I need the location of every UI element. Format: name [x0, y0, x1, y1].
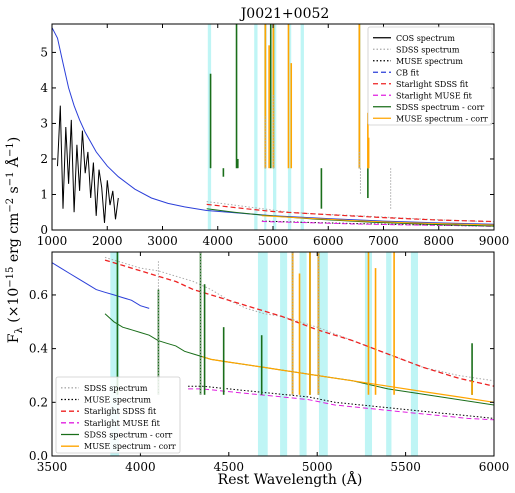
top-x-tick-label-5: 6000	[313, 234, 344, 248]
top-y-tick-label-0: 0	[40, 223, 48, 237]
bottom-y-tick-label-3: 0.6	[29, 288, 48, 302]
x-axis-title: Rest Wavelength (Å)	[218, 470, 363, 488]
chart-title: J0021+0052	[239, 6, 330, 22]
y-axis-title-exp3: −1	[5, 172, 16, 187]
bottom-highlight-band-3	[299, 252, 307, 456]
y-axis-title-exp2: −2	[5, 198, 16, 213]
top-legend-label-7: MUSE spectrum - corr	[396, 114, 488, 123]
top-panel: 1000 2000 3000 4000 5000 6000 7000 8000 9000 0 1 2 3…	[37, 23, 510, 248]
bottom-legend-box	[55, 376, 181, 454]
top-y-tick-label-4: 4	[40, 81, 48, 95]
bottom-legend-label-0: SDSS spectrum	[84, 384, 148, 393]
top-highlight-band-4	[287, 24, 292, 230]
bottom-legend-label-4: SDSS spectrum - corr	[84, 431, 172, 440]
top-series-muse_corr	[261, 215, 494, 226]
top-legend-label-6: SDSS spectrum - corr	[396, 103, 484, 112]
top-y-tick-label-3: 3	[40, 116, 48, 130]
top-series-starlight_sdss	[206, 203, 494, 223]
top-x-tick-label-2: 3000	[147, 234, 178, 248]
bottom-highlight-band-7	[410, 252, 418, 456]
bottom-highlight-band-0	[110, 252, 120, 456]
bottom-x-tick-label-1: 4000	[125, 460, 156, 474]
top-y-tick-label-1: 1	[40, 187, 48, 201]
bottom-x-tick-label-2: 4500	[214, 460, 245, 474]
bottom-legend: SDSS spectrum MUSE spectrum Starlight SDSS…	[55, 376, 181, 454]
bottom-x-tick-label-3: 5000	[302, 460, 333, 474]
y-axis-title: Fλ (×10−15 erg cm−2 s−1 Å−1)	[4, 137, 25, 344]
y-axis-title-erg: erg cm	[6, 213, 22, 267]
top-highlight-band-0	[207, 24, 212, 230]
top-legend-label-4: Starlight SDSS fit	[396, 80, 469, 89]
top-legend-box	[367, 26, 493, 126]
top-x-tick-label-8: 9000	[479, 234, 510, 248]
top-x-tick-label-1: 2000	[92, 234, 123, 248]
bottom-y-tick-label-2: 0.4	[29, 342, 48, 356]
bottom-highlight-band-2	[280, 252, 288, 456]
y-axis-title-scale: (×10	[6, 288, 22, 327]
bottom-axes-frame	[51, 251, 495, 457]
bottom-legend-label-1: MUSE spectrum	[84, 396, 151, 405]
top-series-cos	[57, 105, 119, 223]
top-legend-label-2: MUSE spectrum	[396, 57, 463, 66]
bottom-x-tick-label-5: 6000	[479, 460, 510, 474]
top-plot-area	[52, 24, 494, 230]
top-highlight-band-3	[273, 24, 277, 230]
bottom-series-muse_corr	[202, 356, 494, 403]
top-legend: COS spectrum SDSS spectrum MUSE spectrum CB…	[367, 26, 493, 126]
bottom-legend-label-2: Starlight SDSS fit	[84, 407, 157, 416]
y-axis-title-f: F	[6, 333, 22, 343]
top-series-cb	[52, 27, 494, 225]
top-x-tick-label-0: 1000	[37, 234, 68, 248]
bottom-legend-label-3: Starlight MUSE fit	[84, 419, 161, 428]
top-legend-label-0: COS spectrum	[396, 34, 455, 43]
top-x-tick-label-3: 4000	[202, 234, 233, 248]
top-highlight-band-1	[254, 24, 258, 230]
top-highlight-band-5	[300, 24, 304, 230]
top-x-tick-label-4: 5000	[258, 234, 289, 248]
top-legend-label-3: CB fit	[396, 68, 420, 77]
bottom-series-starlight_sdss	[104, 259, 494, 387]
bottom-legend-label-5: MUSE spectrum - corr	[84, 442, 176, 451]
bottom-series-cb	[52, 262, 150, 309]
y-axis-title-close: )	[6, 137, 22, 142]
top-x-tick-label-6: 7000	[368, 234, 399, 248]
bottom-series-starlight_muse	[188, 388, 494, 421]
y-axis-title-angstrom: Å	[4, 156, 22, 171]
bottom-x-tick-label-4: 5500	[390, 460, 421, 474]
y-axis-title-exp4: −1	[5, 142, 16, 157]
top-series-sdss_corr	[206, 208, 494, 227]
top-legend-label-5: Starlight MUSE fit	[396, 91, 473, 100]
bottom-highlight-band-4	[318, 252, 328, 456]
top-legend-label-1: SDSS spectrum	[396, 45, 460, 54]
bottom-y-tick-label-0: 0.0	[29, 449, 48, 463]
y-axis-title-s: s	[6, 186, 22, 198]
bottom-panel: 3500 4000 4500 5000 5500 6000 0.0 0.2 0.4 0.6 SDSS…	[29, 251, 510, 474]
bottom-y-tick-label-1: 0.2	[29, 395, 48, 409]
bottom-plot-area	[52, 252, 494, 456]
bottom-series-muse	[188, 385, 494, 419]
bottom-x-tick-label-0: 3500	[37, 460, 68, 474]
bottom-highlight-band-1	[257, 252, 268, 456]
top-y-tick-label-2: 2	[40, 152, 48, 166]
top-y-tick-label-5: 5	[40, 45, 48, 59]
y-axis-title-exp1: −15	[5, 267, 16, 288]
y-axis-title-lambda: λ	[14, 327, 25, 334]
top-x-tick-label-7: 8000	[423, 234, 454, 248]
